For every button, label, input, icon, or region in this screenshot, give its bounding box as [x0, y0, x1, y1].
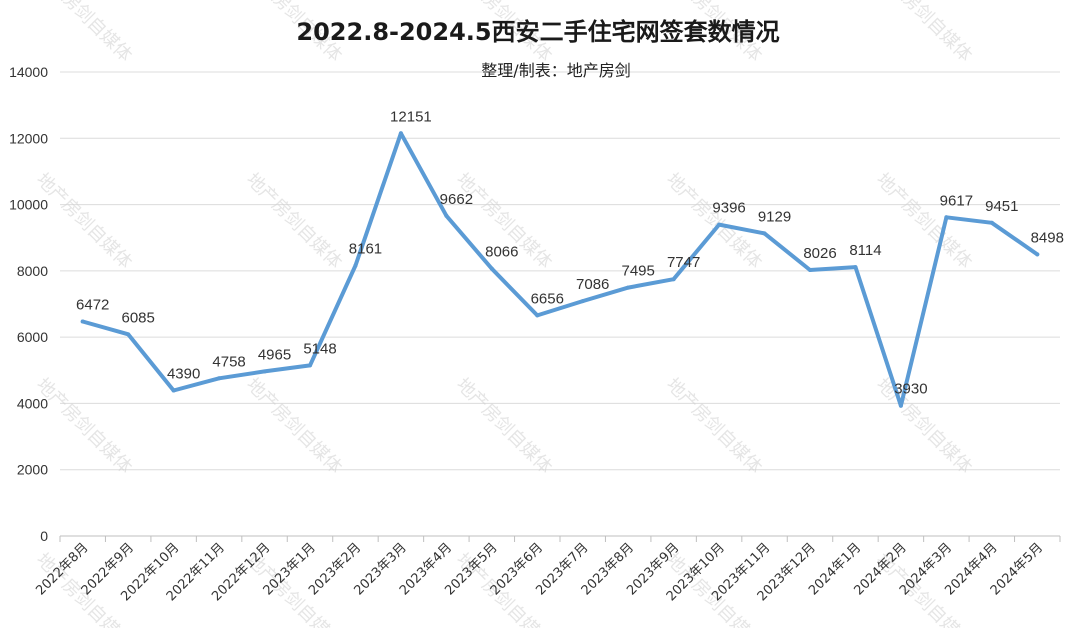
data-label-1: 6085 — [121, 309, 154, 326]
y-axis: 0 2000 4000 6000 8000 10000 12000 14000 — [9, 64, 48, 544]
data-label-11: 7086 — [576, 276, 609, 293]
data-label-20: 9451 — [985, 198, 1018, 215]
y-tick-label-10000: 10000 — [9, 197, 48, 213]
data-label-8: 9662 — [440, 191, 473, 208]
data-label-9: 8066 — [485, 244, 518, 261]
data-label-0: 6472 — [76, 296, 109, 313]
series-network-signings — [80, 131, 1040, 408]
data-label-19: 9617 — [940, 192, 973, 209]
data-point-20 — [989, 220, 994, 225]
data-point-14 — [717, 222, 722, 227]
watermark-5: 地产房剑自媒体 — [32, 169, 136, 273]
data-label-2: 4390 — [167, 366, 200, 383]
data-point-8 — [444, 213, 449, 218]
data-point-3 — [217, 376, 222, 381]
watermark-4: 地产房剑自媒体 — [872, 0, 976, 66]
data-point-4 — [262, 369, 267, 374]
data-point-21 — [1035, 252, 1040, 257]
data-label-5: 5148 — [303, 340, 336, 357]
data-point-18 — [898, 403, 903, 408]
data-label-14: 9396 — [712, 200, 745, 217]
data-point-0 — [80, 319, 85, 324]
chart-title: 2022.8-2024.5西安二手住宅网签套数情况 — [296, 18, 779, 46]
watermark-12: 地产房剑自媒体 — [452, 374, 556, 478]
data-label-16: 8026 — [803, 245, 836, 262]
y-tick-label-2000: 2000 — [17, 462, 48, 478]
data-label-4: 4965 — [258, 346, 291, 363]
data-label-7: 12151 — [390, 108, 432, 125]
data-point-13 — [671, 277, 676, 282]
chart-subtitle: 整理/制表：地产房剑 — [481, 61, 630, 80]
y-tick-label-6000: 6000 — [17, 329, 48, 345]
data-point-16 — [808, 267, 812, 272]
data-point-19 — [944, 215, 949, 220]
data-label-18: 3930 — [894, 381, 927, 398]
y-tick-label-12000: 12000 — [9, 130, 48, 146]
data-label-21: 8498 — [1031, 229, 1064, 246]
watermark-6: 地产房剑自媒体 — [242, 169, 346, 273]
data-point-2 — [171, 388, 176, 393]
watermark-13: 地产房剑自媒体 — [662, 374, 766, 478]
data-point-5 — [308, 363, 312, 368]
data-label-10: 6656 — [531, 290, 564, 307]
series-line — [80, 131, 1040, 408]
data-point-11 — [580, 299, 585, 304]
data-label-15: 9129 — [758, 208, 791, 225]
watermark-0: 地产房剑自媒体 — [32, 0, 136, 66]
watermark-11: 地产房剑自媒体 — [242, 374, 346, 478]
data-label-3: 4758 — [212, 353, 245, 370]
data-labels: 6472 6085 4390 4758 4965 5148 8161 12151 9662 806… — [76, 108, 1064, 397]
y-tick-label-0: 0 — [40, 528, 48, 544]
data-point-12 — [626, 285, 631, 290]
y-tick-label-4000: 4000 — [17, 395, 48, 411]
data-point-1 — [126, 332, 131, 337]
data-point-7 — [398, 131, 403, 136]
y-tick-label-14000: 14000 — [9, 64, 48, 80]
data-label-13: 7747 — [667, 254, 700, 271]
data-point-10 — [535, 313, 540, 318]
data-point-6 — [353, 263, 358, 268]
watermarks: 地产房剑自媒体 地产房剑自媒体 地产房剑自媒体 地产房剑自媒体 地产房剑自媒体地产房剑自… — [32, 0, 976, 628]
data-point-17 — [853, 265, 858, 270]
data-label-12: 7495 — [621, 263, 654, 280]
data-point-15 — [762, 231, 767, 236]
watermark-9: 地产房剑自媒体 — [872, 169, 976, 273]
y-tick-label-8000: 8000 — [17, 263, 48, 279]
data-point-9 — [489, 266, 494, 271]
data-label-6: 8161 — [349, 241, 382, 258]
gridlines — [60, 71, 1060, 471]
data-label-17: 8114 — [849, 242, 881, 259]
